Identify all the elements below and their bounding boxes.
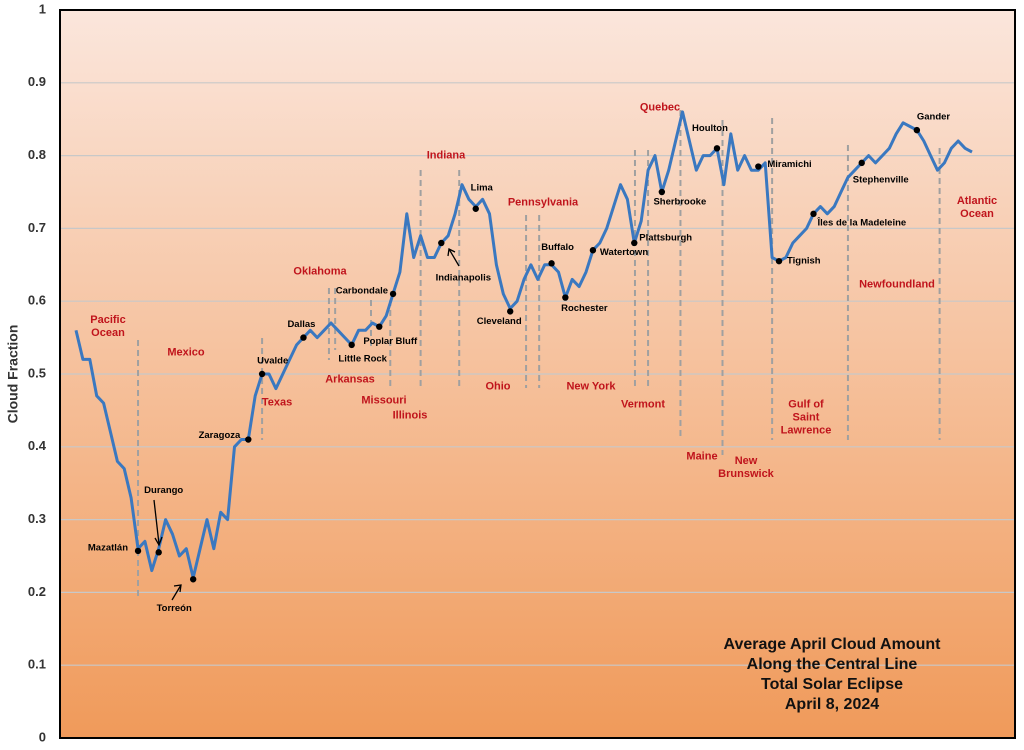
- region-label: Quebec: [639, 101, 681, 114]
- region-label: Mexico: [167, 346, 205, 359]
- city-point: [155, 549, 162, 556]
- city-point: [300, 334, 307, 341]
- city-label: Stephenville: [853, 174, 909, 185]
- y-tick-label: 0.8: [28, 147, 46, 162]
- city-label: Houlton: [692, 123, 728, 134]
- city-label: Durango: [144, 485, 183, 496]
- y-tick-label: 0.2: [28, 584, 46, 599]
- city-label: Lima: [471, 182, 494, 193]
- y-tick-label: 0.3: [28, 511, 46, 526]
- city-point: [548, 260, 555, 267]
- chart-title: April 8, 2024: [784, 696, 880, 713]
- city-point: [913, 126, 921, 134]
- region-label: Vermont: [620, 398, 665, 411]
- y-tick-label: 0.7: [28, 220, 46, 235]
- city-label: Carbondale: [336, 285, 388, 296]
- region-label: Gulf of Saint Lawrence: [780, 398, 832, 437]
- region-label: Arkansas: [325, 373, 375, 386]
- region-label: Texas: [261, 396, 293, 409]
- region-label: Atlantic Ocean: [956, 195, 998, 220]
- city-point: [775, 257, 783, 265]
- city-point: [507, 308, 514, 315]
- chart-title: Total Solar Eclipse: [761, 676, 903, 693]
- region-label: Newfoundland: [859, 278, 935, 291]
- city-label: Uvalde: [257, 356, 288, 367]
- city-point: [755, 163, 762, 170]
- city-point: [348, 341, 355, 349]
- region-label: New York: [566, 380, 616, 393]
- region-label: Oklahoma: [293, 265, 347, 278]
- region-label: Pacific Ocean: [90, 314, 126, 339]
- chart-title: Along the Central Line: [746, 656, 918, 673]
- arrows: [153, 248, 460, 601]
- city-point: [810, 210, 817, 218]
- y-tick-label: 0.9: [28, 74, 46, 89]
- city-point: [589, 247, 597, 254]
- y-tick-label: 1: [39, 1, 46, 16]
- region-label: Missouri: [361, 394, 407, 407]
- city-label: Dallas: [287, 319, 315, 330]
- city-label: Torreón: [157, 603, 192, 614]
- city-label: Indianapolis: [436, 272, 491, 283]
- data-line: [74, 110, 973, 580]
- city-label: Rochester: [561, 303, 608, 314]
- y-tick-label: 0.4: [28, 438, 47, 453]
- region-label: New Brunswick: [718, 455, 774, 480]
- plot-border: [59, 9, 1016, 739]
- city-label: Watertown: [600, 247, 648, 258]
- city-point: [858, 159, 865, 167]
- city-point: [438, 239, 445, 247]
- city-point: [189, 576, 197, 583]
- y-axis-label: Cloud Fraction: [5, 325, 21, 424]
- city-label: Miramichi: [767, 159, 811, 170]
- region-label: Illinois: [392, 409, 428, 422]
- city-label: Îles de la Madeleine: [816, 216, 906, 228]
- city-point: [376, 323, 383, 330]
- region-label: Indiana: [426, 149, 466, 162]
- y-tick-label: 0.5: [28, 365, 46, 380]
- city-point: [472, 205, 479, 212]
- city-label: Tignish: [787, 256, 821, 267]
- city-label: Zaragoza: [199, 430, 241, 441]
- city-label: Sherbrooke: [653, 197, 706, 208]
- city-label: Buffalo: [541, 242, 574, 253]
- y-tick-label: 0: [39, 729, 46, 744]
- city-point: [134, 547, 142, 555]
- city-label: Gander: [917, 112, 951, 123]
- city-point: [658, 188, 666, 196]
- region-label: Pennsylvania: [507, 196, 579, 209]
- y-tick-label: 0.6: [28, 293, 46, 308]
- city-point: [389, 290, 397, 298]
- y-tick-label: 0.1: [28, 657, 46, 672]
- city-point: [245, 436, 252, 443]
- region-label: Ohio: [485, 380, 511, 393]
- city-label: Mazatlán: [88, 542, 128, 553]
- city-label: Poplar Bluff: [363, 336, 418, 347]
- region-label: Maine: [686, 450, 718, 463]
- city-label: Cleveland: [477, 316, 522, 327]
- city-point: [631, 239, 638, 247]
- city-point: [258, 370, 266, 378]
- chart-title: Average April Cloud Amount: [723, 636, 941, 653]
- city-point: [713, 145, 721, 152]
- city-label: Plattsburgh: [639, 232, 692, 243]
- city-label: Little Rock: [338, 353, 387, 364]
- city-point: [562, 294, 569, 301]
